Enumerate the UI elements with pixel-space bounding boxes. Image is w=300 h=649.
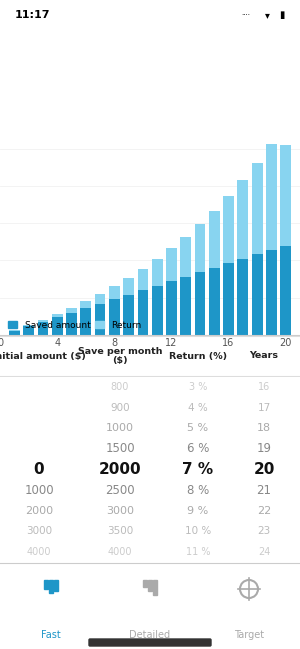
Bar <box>266 250 277 335</box>
Text: $ 540 812: $ 540 812 <box>147 100 200 110</box>
Text: 1000: 1000 <box>106 423 134 434</box>
Bar <box>238 259 248 335</box>
Bar <box>52 314 62 317</box>
Bar <box>166 248 177 281</box>
Text: ▮: ▮ <box>280 10 285 20</box>
Bar <box>123 278 134 295</box>
Bar <box>66 308 77 313</box>
Bar <box>223 196 234 263</box>
Text: 21: 21 <box>256 484 272 496</box>
Bar <box>280 145 291 245</box>
Bar <box>23 326 34 335</box>
Text: 3500: 3500 <box>107 526 133 536</box>
Bar <box>166 281 177 335</box>
Text: 2500: 2500 <box>105 484 135 496</box>
Text: 4000: 4000 <box>108 546 132 557</box>
Text: Target: Target <box>234 630 264 640</box>
Text: 0: 0 <box>34 462 44 477</box>
Text: ▾: ▾ <box>265 10 270 20</box>
Bar <box>94 304 105 335</box>
Bar <box>152 259 163 286</box>
Text: 7 %: 7 % <box>182 462 214 477</box>
Bar <box>209 268 220 335</box>
FancyBboxPatch shape <box>54 580 58 591</box>
Bar <box>94 294 105 304</box>
Text: Return (%): Return (%) <box>169 352 227 360</box>
Text: 17: 17 <box>257 403 271 413</box>
Text: Fast: Fast <box>41 630 61 640</box>
Bar <box>38 320 48 322</box>
Text: 22: 22 <box>257 506 271 515</box>
FancyBboxPatch shape <box>148 580 152 591</box>
Bar <box>209 211 220 268</box>
Bar <box>109 299 120 335</box>
Bar <box>238 180 248 259</box>
Text: 6 %: 6 % <box>187 443 209 456</box>
Bar <box>66 313 77 335</box>
Bar <box>9 330 20 335</box>
Text: 23: 23 <box>257 526 271 536</box>
Bar <box>252 254 262 335</box>
Text: ....: .... <box>241 10 250 16</box>
Text: 10 %: 10 % <box>185 526 211 536</box>
Bar <box>123 295 134 335</box>
Bar <box>137 290 148 335</box>
Bar <box>180 277 191 335</box>
Bar <box>252 163 262 254</box>
Text: 19: 19 <box>256 443 272 456</box>
Bar <box>80 308 91 335</box>
Text: 24: 24 <box>258 546 270 557</box>
Bar <box>152 286 163 335</box>
Text: 3 %: 3 % <box>189 382 207 392</box>
FancyBboxPatch shape <box>89 639 211 646</box>
Bar <box>38 322 48 335</box>
Bar <box>23 325 34 326</box>
Text: 16: 16 <box>258 382 270 392</box>
Text: 3000: 3000 <box>106 506 134 515</box>
Text: 8 %: 8 % <box>187 484 209 496</box>
Text: 20: 20 <box>253 462 275 477</box>
Legend: Saved amount, Return: Saved amount, Return <box>8 320 142 330</box>
Text: $ 480 000: $ 480 000 <box>148 85 200 95</box>
Text: 11 %: 11 % <box>186 546 210 557</box>
Text: Detailed: Detailed <box>129 630 171 640</box>
Text: 1500: 1500 <box>105 443 135 456</box>
Text: Saved amount:: Saved amount: <box>88 85 167 95</box>
Text: 5 %: 5 % <box>188 423 208 434</box>
Bar <box>195 273 206 335</box>
Text: 9 %: 9 % <box>188 506 208 515</box>
Bar <box>80 301 91 308</box>
FancyBboxPatch shape <box>44 580 48 589</box>
Text: Save per month
($): Save per month ($) <box>78 347 162 365</box>
Text: 800: 800 <box>111 382 129 392</box>
Bar <box>180 237 191 277</box>
Bar <box>223 263 234 335</box>
Bar <box>195 224 206 273</box>
Bar <box>266 144 277 250</box>
Text: 2000: 2000 <box>99 462 141 477</box>
Bar <box>52 317 62 335</box>
Bar <box>137 269 148 290</box>
Text: 4000: 4000 <box>27 546 51 557</box>
Text: 900: 900 <box>110 403 130 413</box>
FancyBboxPatch shape <box>153 580 157 595</box>
FancyBboxPatch shape <box>143 580 147 587</box>
Text: Return:: Return: <box>88 100 126 110</box>
Text: 3000: 3000 <box>26 526 52 536</box>
Text: 1000: 1000 <box>24 484 54 496</box>
Text: Initial amount ($): Initial amount ($) <box>0 352 86 360</box>
Text: 4 %: 4 % <box>188 403 208 413</box>
Text: 11:17: 11:17 <box>15 10 50 20</box>
Text: $ 1 020 812: $ 1 020 812 <box>40 35 260 68</box>
Bar <box>280 245 291 335</box>
Text: 18: 18 <box>257 423 271 434</box>
Text: Years: Years <box>250 352 278 360</box>
FancyBboxPatch shape <box>49 580 53 593</box>
Bar <box>109 286 120 299</box>
Text: 2000: 2000 <box>25 506 53 515</box>
